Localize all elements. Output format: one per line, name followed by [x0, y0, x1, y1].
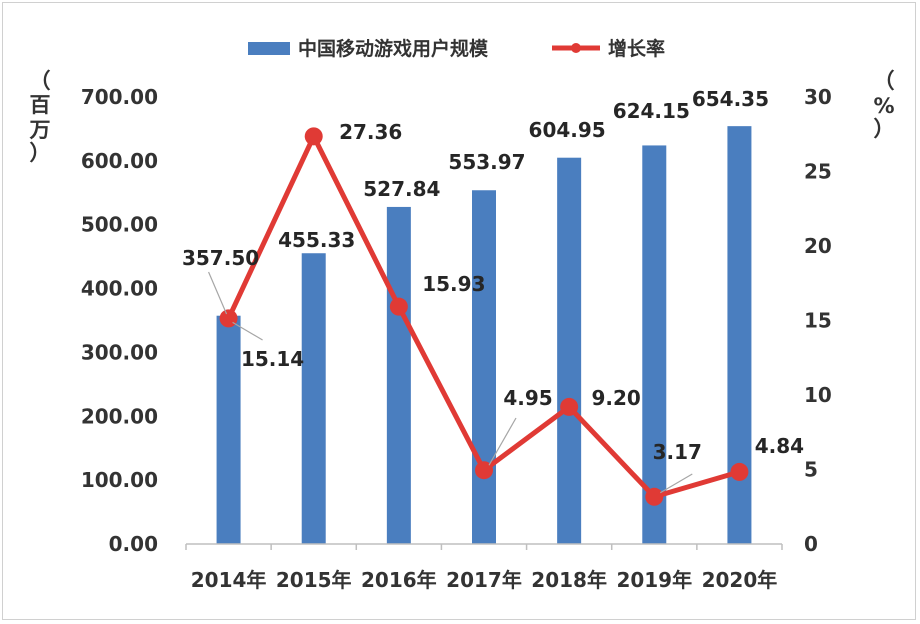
- bar-data-label: 357.50: [182, 246, 259, 270]
- line-data-label: 3.17: [653, 440, 702, 464]
- right-tick-label: 30: [804, 85, 832, 109]
- x-tick-label: 2017年: [446, 568, 522, 592]
- right-tick-label: 25: [804, 160, 832, 184]
- left-tick-label: 100.00: [81, 468, 158, 492]
- line-point: [304, 127, 323, 146]
- leader-line: [488, 417, 517, 466]
- right-tick-label: 20: [804, 234, 832, 258]
- bar: [301, 253, 326, 545]
- right-tick-label: 10: [804, 383, 832, 407]
- leader-line: [659, 473, 693, 494]
- right-unit-char: %: [873, 94, 894, 118]
- legend-label-line: 增长率: [608, 37, 665, 60]
- x-tick-label: 2019年: [616, 568, 692, 592]
- right-axis-unit: （ % ）: [873, 69, 894, 141]
- left-tick-label: 500.00: [81, 213, 158, 237]
- left-unit-char: 百: [30, 93, 51, 117]
- line-data-labels: 15.14 27.36 15.93 4.95 9.20 3.17 4.84: [241, 120, 804, 464]
- line-data-label: 15.93: [422, 272, 485, 296]
- bar-series: [216, 126, 752, 545]
- right-axis-ticks: 0 5 10 15 20 25 30: [804, 85, 832, 556]
- left-tick-label: 400.00: [81, 277, 158, 301]
- left-unit-char: （: [30, 69, 51, 93]
- bar-data-label: 553.97: [448, 150, 525, 174]
- left-tick-label: 0.00: [109, 532, 158, 556]
- line-data-label: 4.95: [503, 386, 552, 410]
- bar: [642, 145, 667, 544]
- x-tick-label: 2014年: [191, 568, 267, 592]
- bar: [472, 190, 496, 544]
- bar-data-label: 455.33: [278, 228, 355, 252]
- left-unit-char: ）: [30, 141, 51, 165]
- left-tick-label: 600.00: [81, 149, 158, 173]
- bar: [727, 126, 752, 544]
- bar-data-label: 654.35: [692, 87, 769, 111]
- right-tick-label: 15: [804, 309, 832, 333]
- line-data-label: 4.84: [755, 434, 804, 458]
- leader-line: [232, 321, 263, 341]
- line-point: [560, 397, 579, 416]
- bar: [557, 157, 582, 544]
- legend: 中国移动游戏用户规模 增长率: [248, 37, 665, 60]
- right-unit-char: （: [874, 69, 895, 93]
- line-data-label: 27.36: [339, 120, 402, 144]
- line-data-label: 15.14: [241, 347, 304, 371]
- bar: [216, 315, 241, 544]
- x-tick-label: 2020年: [702, 568, 778, 592]
- line-data-label: 9.20: [591, 386, 640, 410]
- bar-data-label: 624.15: [613, 99, 690, 123]
- bar-data-label: 527.84: [363, 177, 440, 201]
- line-point: [730, 462, 749, 481]
- left-tick-label: 300.00: [81, 340, 158, 364]
- right-tick-label: 0: [804, 532, 818, 556]
- left-tick-label: 700.00: [81, 85, 158, 109]
- legend-swatch-bar: [248, 42, 290, 55]
- left-axis-unit: （ 百 万 ）: [29, 69, 51, 165]
- x-axis-labels: 2014年 2015年 2016年 2017年 2018年 2019年 2020年: [191, 568, 778, 592]
- leader-line: [208, 271, 228, 315]
- line-point: [645, 487, 664, 506]
- x-axis: [185, 543, 783, 550]
- left-axis-ticks: 0.00 100.00 200.00 300.00 400.00 500.00 600.00…: [81, 85, 158, 556]
- x-tick-label: 2018年: [531, 568, 607, 592]
- right-unit-char: ）: [874, 117, 895, 141]
- legend-label-bar: 中国移动游戏用户规模: [298, 37, 489, 60]
- left-unit-char: 万: [29, 118, 51, 142]
- legend-swatch-marker: [571, 43, 581, 53]
- right-tick-label: 5: [804, 458, 818, 482]
- bar: [386, 206, 411, 544]
- x-tick-label: 2015年: [276, 568, 352, 592]
- line-point: [389, 297, 408, 316]
- bar-data-label: 604.95: [529, 118, 606, 142]
- leader-lines: [208, 271, 693, 494]
- line-point: [475, 461, 493, 480]
- x-tick-label: 2016年: [361, 568, 437, 592]
- line-point: [219, 309, 238, 328]
- left-tick-label: 200.00: [81, 404, 158, 428]
